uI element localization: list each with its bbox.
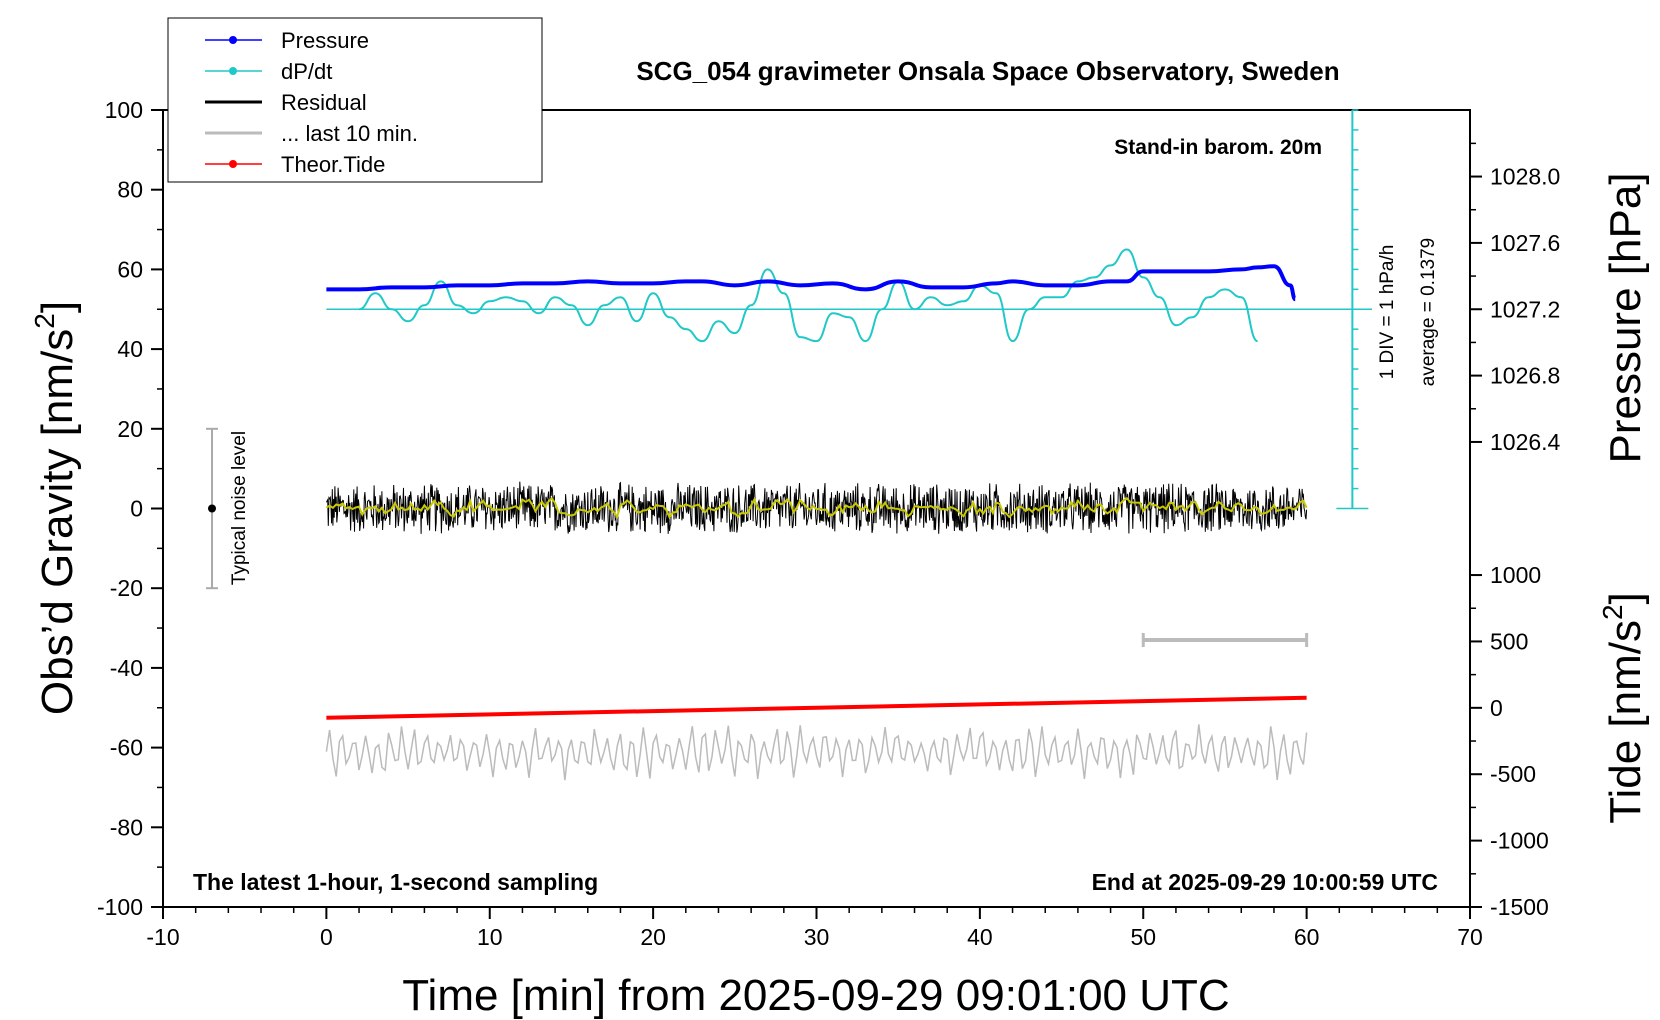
x-tick-label: -10 (146, 924, 179, 950)
y-tick-label: -20 (110, 575, 143, 601)
noise-bar-center (208, 504, 217, 513)
y-tick-label: -60 (110, 735, 143, 761)
pressure-tick-label: 1026.8 (1490, 363, 1560, 389)
x-tick-label: 50 (1130, 924, 1156, 950)
tide-series-line (326, 695, 1307, 720)
y-axis-label-main: Obs’d Gravity [nm/s (33, 329, 82, 715)
x-tick-label: 70 (1457, 924, 1483, 950)
y-tick-label: 80 (117, 177, 143, 203)
legend-entry: Pressure (281, 28, 369, 53)
x-tick-label: 30 (804, 924, 830, 950)
legend-swatch-dot (229, 160, 237, 168)
tide-tick-label: -1500 (1490, 894, 1549, 920)
chart-title: SCG_054 gravimeter Onsala Space Observat… (636, 56, 1339, 86)
tide-axis-label-end: ] (1601, 592, 1650, 604)
y-tick-label: 60 (117, 256, 143, 282)
pressure-tick-label: 1028.0 (1490, 164, 1560, 190)
legend-box (167, 17, 543, 183)
bottom-right-note: End at 2025-09-29 10:00:59 UTC (1092, 869, 1438, 895)
y-tick-label: -80 (110, 814, 143, 840)
y-tick-label: 20 (117, 416, 143, 442)
pressure-tick-label: 1026.4 (1490, 429, 1561, 455)
y-axis-label-end: ] (33, 301, 82, 313)
chart-marks (206, 109, 1372, 781)
average-label: average = 0.1379 (1418, 238, 1439, 386)
stand-in-label: Stand-in barom. 20m (1114, 136, 1322, 159)
legend-entry: Residual (281, 90, 367, 115)
x-tick-label: 10 (477, 924, 503, 950)
tide-tick-label: 1000 (1490, 562, 1541, 588)
y-tick-label: 100 (105, 97, 143, 123)
x-tick-label: 60 (1294, 924, 1320, 950)
tide-tick-label: -500 (1490, 761, 1536, 787)
pressure-tick-label: 1027.6 (1490, 230, 1560, 256)
y-axis-label: Obs’d Gravity [nm/s2] (29, 301, 82, 715)
tide-tick-label: 500 (1490, 628, 1528, 654)
legend-swatch-dot (229, 67, 237, 75)
pressure-axis-label: Pressure [hPa] (1601, 172, 1650, 463)
pressure-tick-label: 1027.2 (1490, 296, 1560, 322)
legend-entry: dP/dt (281, 59, 332, 84)
x-tick-label: 0 (320, 924, 333, 950)
tide-tick-label: -1000 (1490, 828, 1549, 854)
pressure-series-line (326, 264, 1297, 302)
tide-axis-label: Tide [nm/s2] (1597, 592, 1650, 824)
noise-label: Typical noise level (229, 431, 250, 585)
dpdt-series-line (358, 248, 1259, 343)
last10-series-line (325, 724, 1308, 781)
y-tick-label: 40 (117, 336, 143, 362)
tide-axis-label-sup: 2 (1597, 604, 1628, 620)
y-tick-label: -40 (110, 655, 143, 681)
x-tick-label: 20 (640, 924, 666, 950)
tide-tick-label: 0 (1490, 695, 1503, 721)
y-axis-label-sup: 2 (29, 313, 60, 329)
axis-ticks: -10 0 10 20 30 40 50 60 70100806040200-20-40-60-… (97, 97, 1561, 950)
tide-axis-label-main: Tide [nm/s (1601, 620, 1650, 824)
x-tick-label: 40 (967, 924, 993, 950)
legend-items: Pressure dP/dt Residual ... last 10 min. The… (205, 28, 418, 177)
residual-smoothed-line (325, 496, 1308, 520)
legend-swatch-dot (229, 36, 237, 44)
y-tick-label: 0 (130, 496, 143, 522)
x-axis-label: Time [min] from 2025-09-29 09:01:00 UTC (402, 971, 1229, 1020)
y-tick-label: -100 (97, 894, 143, 920)
legend-entry: Theor.Tide (281, 152, 385, 177)
bottom-left-note: The latest 1-hour, 1-second sampling (193, 869, 598, 895)
legend: Pressure dP/dt Residual ... last 10 min. The… (167, 17, 543, 183)
legend-entry: ... last 10 min. (281, 121, 418, 146)
div-label: 1 DIV = 1 hPa/h (1377, 245, 1398, 380)
